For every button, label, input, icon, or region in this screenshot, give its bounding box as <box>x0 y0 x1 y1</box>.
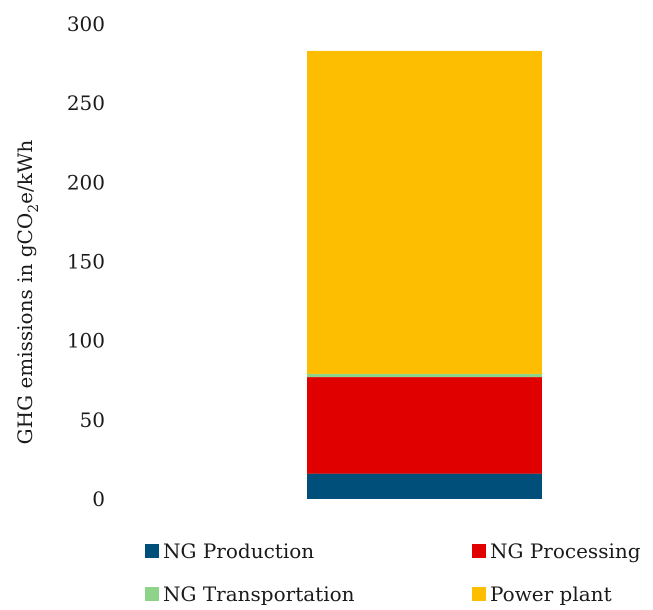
bar-segment-ng-production <box>307 473 542 499</box>
y-axis-ticks: 0 50 100 150 200 250 300 <box>67 12 105 511</box>
y-tick-150: 150 <box>67 250 105 274</box>
legend-item-power-plant: Power plant <box>472 582 612 606</box>
bar-segment-power-plant <box>307 50 542 374</box>
y-tick-50: 50 <box>80 408 105 432</box>
legend-item-ng-processing: NG Processing <box>472 539 641 563</box>
legend-swatch-ng-processing <box>472 544 486 558</box>
y-axis-label: GHG emissions in gCO2e/kWh <box>13 140 42 445</box>
bar-stack <box>307 50 542 499</box>
bar-segment-ng-processing <box>307 377 542 474</box>
y-tick-250: 250 <box>67 91 105 115</box>
legend-label-power-plant: Power plant <box>490 582 612 606</box>
y-tick-0: 0 <box>92 487 105 511</box>
bar-segment-ng-transportation <box>307 373 542 378</box>
y-tick-200: 200 <box>67 170 105 194</box>
y-tick-100: 100 <box>67 329 105 353</box>
legend-label-ng-processing: NG Processing <box>490 539 641 563</box>
legend-swatch-ng-transportation <box>145 587 159 601</box>
legend-label-ng-transportation: NG Transportation <box>163 582 355 606</box>
legend-item-ng-production: NG Production <box>145 539 314 563</box>
y-tick-300: 300 <box>67 12 105 36</box>
legend-swatch-power-plant <box>472 587 486 601</box>
legend-swatch-ng-production <box>145 544 159 558</box>
legend-item-ng-transportation: NG Transportation <box>145 582 355 606</box>
legend-label-ng-production: NG Production <box>163 539 315 563</box>
